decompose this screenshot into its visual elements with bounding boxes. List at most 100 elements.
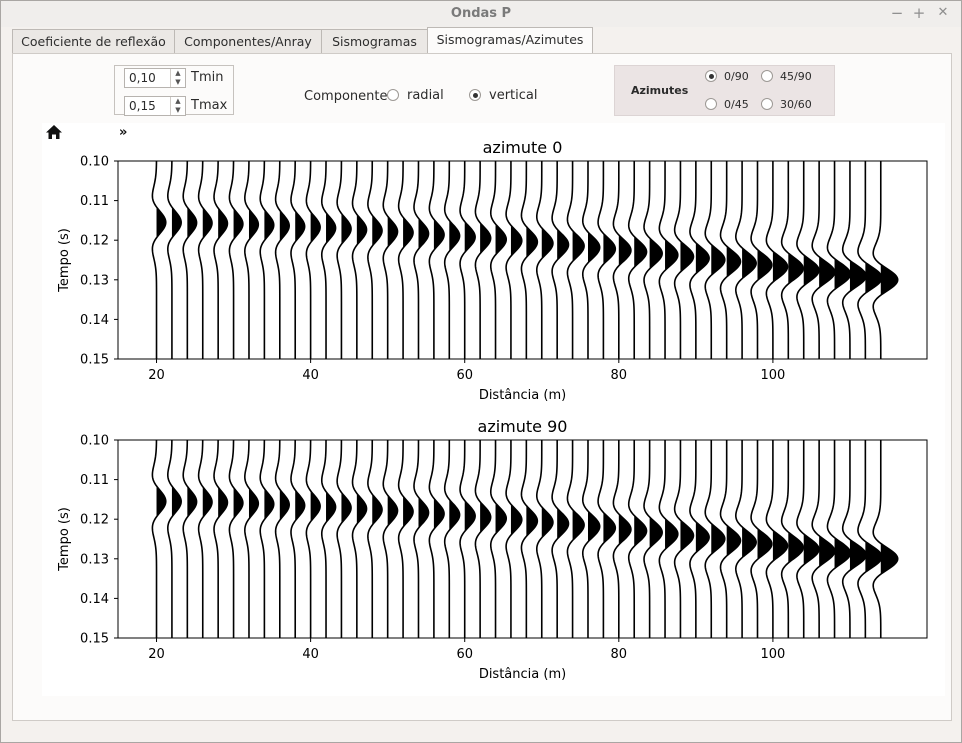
seismic-trace — [167, 439, 182, 638]
trace-fill — [372, 215, 383, 247]
seismic-trace — [658, 440, 679, 638]
vertical-radio[interactable] — [469, 89, 481, 101]
tab-componentes-anray[interactable]: Componentes/Anray — [174, 29, 322, 53]
trace-fill — [295, 490, 305, 521]
tab-coeficiente-reflexao[interactable]: Coeficiente de reflexão — [12, 29, 175, 53]
azimute-0-90-label[interactable]: 0/90 — [724, 70, 749, 83]
trace-fill — [403, 217, 414, 249]
y-tick-label: 0.15 — [80, 632, 109, 647]
seismic-trace — [505, 440, 523, 638]
tmin-label: Tmin — [191, 70, 224, 85]
panel-title: azimute 90 — [478, 417, 568, 436]
azimute-0-90-radio[interactable] — [705, 70, 717, 82]
trace-fill — [772, 530, 788, 562]
seismic-trace — [689, 440, 710, 638]
seismic-trace — [581, 161, 601, 359]
componente-label: Componente — [304, 89, 388, 104]
seismic-trace — [750, 161, 773, 359]
trace-fill — [865, 541, 882, 573]
trace-fill — [803, 533, 819, 565]
trace-fill — [665, 518, 678, 550]
tmin-stepper-icon[interactable]: ▲ ▼ — [170, 69, 185, 87]
seismic-trace — [643, 161, 663, 359]
trace-fill — [819, 535, 835, 567]
azimute-45-90-radio[interactable] — [761, 70, 773, 82]
tab-sismogramas-azimutes[interactable]: Sismogramas/Azimutes — [427, 27, 593, 54]
vertical-label[interactable]: vertical — [489, 88, 538, 103]
seismic-trace — [704, 440, 726, 638]
seismic-trace — [780, 161, 805, 359]
azimute-30-60-radio[interactable] — [761, 98, 773, 110]
tab-sismogramas[interactable]: Sismogramas — [321, 29, 428, 53]
close-button[interactable]: ✕ — [937, 5, 949, 20]
x-tick-label: 60 — [456, 647, 473, 662]
seismic-trace — [841, 440, 868, 638]
trace-fill — [356, 493, 367, 525]
trace-fill — [711, 244, 725, 276]
trace-fill — [757, 249, 772, 281]
trace-fill — [279, 210, 290, 242]
home-icon[interactable] — [45, 124, 63, 140]
x-tick-label: 100 — [760, 368, 785, 383]
azimute-0-45-label[interactable]: 0/45 — [724, 98, 749, 111]
trace-fill — [742, 247, 757, 279]
trace-fill — [572, 509, 585, 541]
trace-fill — [233, 208, 243, 240]
tmax-value[interactable]: 0,15 — [129, 99, 156, 113]
azimute-0-45-radio[interactable] — [705, 98, 717, 110]
trace-fill — [218, 208, 228, 239]
trace-fill — [279, 489, 290, 521]
seismic-trace — [213, 160, 229, 359]
trace-fill — [418, 218, 429, 250]
seismic-trace — [489, 440, 508, 638]
seismic-trace — [566, 161, 585, 359]
trace-fill — [726, 525, 741, 556]
tmin-value[interactable]: 0,10 — [129, 71, 156, 85]
trace-fill — [865, 262, 882, 294]
trace-fill — [310, 211, 321, 243]
tmin-spinbox[interactable]: 0,10 ▲ ▼ — [124, 68, 186, 88]
radial-radio[interactable] — [387, 89, 399, 101]
radial-label[interactable]: radial — [407, 88, 444, 103]
seismic-trace — [597, 161, 617, 359]
trace-fill — [156, 485, 166, 517]
trace-fill — [526, 505, 538, 537]
seismic-trace — [305, 440, 321, 638]
seismic-trace — [535, 161, 554, 359]
seismic-trace — [780, 440, 805, 638]
azimute-45-90-label[interactable]: 45/90 — [780, 70, 812, 83]
plot-canvas[interactable]: azimute 0 20 40 60 80 100 0.10 0.11 0.12 0.13 0.14… — [42, 123, 945, 696]
y-axis-label: Tempo (s) — [57, 507, 72, 572]
seismic-trace — [474, 161, 492, 359]
x-tick-label: 60 — [456, 368, 473, 383]
tmax-spinbox[interactable]: 0,15 ▲ ▼ — [124, 96, 186, 116]
tmax-stepper-icon[interactable]: ▲ ▼ — [170, 97, 185, 115]
title-bar[interactable]: Ondas P − + ✕ — [1, 1, 961, 27]
seismic-trace — [505, 161, 523, 359]
trace-fill — [326, 491, 336, 523]
seismic-trace — [566, 440, 585, 638]
trace-fill — [834, 537, 851, 569]
trace-fill — [464, 221, 476, 253]
trace-fill — [634, 236, 647, 268]
plot-frame — [117, 439, 928, 639]
trace-fill — [264, 209, 274, 241]
azimute-30-60-label[interactable]: 30/60 — [780, 98, 812, 111]
x-axis-label: Distância (m) — [479, 388, 566, 403]
seismic-trace — [274, 160, 290, 359]
trace-fill — [634, 515, 647, 547]
seismic-trace — [382, 161, 399, 359]
trace-fill — [587, 232, 600, 263]
trace-fill — [156, 206, 166, 238]
trace-fill — [248, 488, 259, 519]
seismic-trace — [336, 439, 352, 638]
more-tools-icon[interactable]: » — [119, 125, 128, 140]
minimize-button[interactable]: − — [890, 4, 904, 22]
seismic-trace — [811, 161, 836, 359]
seismic-trace — [658, 161, 679, 359]
trace-fill — [248, 209, 259, 240]
trace-fill — [433, 498, 445, 530]
trace-fill — [541, 506, 553, 538]
maximize-button[interactable]: + — [912, 4, 926, 22]
y-tick-label: 0.10 — [80, 434, 109, 449]
